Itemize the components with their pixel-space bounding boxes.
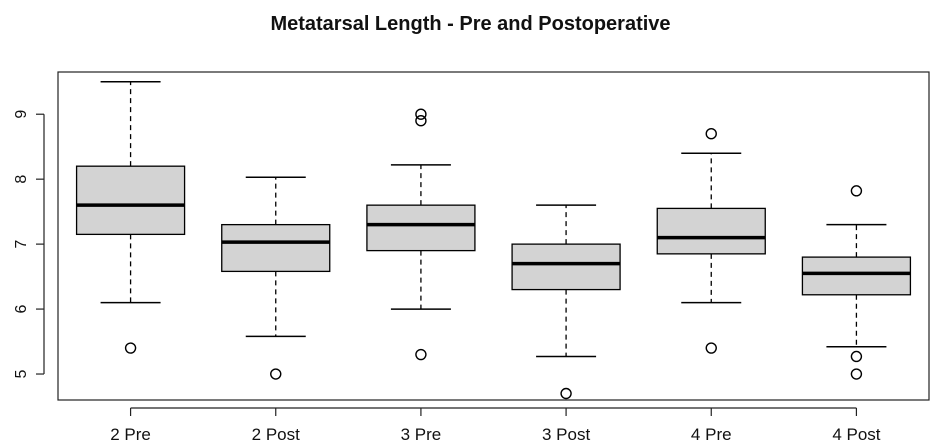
- x-category-label: 3 Pre: [401, 425, 442, 444]
- iqr-box: [656, 207, 766, 255]
- x-category-label: 4 Post: [832, 425, 880, 444]
- iqr-box: [511, 243, 621, 291]
- chart-title: Metatarsal Length - Pre and Postoperativ…: [270, 13, 671, 35]
- y-tick-label: 9: [13, 110, 30, 119]
- y-tick-label: 6: [13, 305, 30, 314]
- outlier-point: [850, 350, 863, 363]
- outlier-point: [560, 387, 572, 400]
- outlier-point: [850, 368, 863, 380]
- y-tick-label: 5: [13, 369, 30, 378]
- iqr-box: [801, 256, 912, 296]
- outlier-point: [705, 128, 717, 140]
- iqr-box: [221, 223, 331, 273]
- plot-frame: [57, 71, 930, 401]
- x-category-label: 3 Post: [542, 425, 590, 444]
- x-category-label: 2 Pre: [110, 425, 151, 444]
- outlier-point: [415, 348, 427, 361]
- x-category-label: 4 Pre: [691, 425, 732, 444]
- iqr-box: [75, 165, 186, 236]
- y-tick-label: 8: [13, 175, 30, 184]
- y-tick-label: 7: [13, 240, 30, 249]
- outlier-point: [415, 108, 427, 120]
- outlier-point: [705, 342, 717, 354]
- iqr-box: [366, 204, 476, 252]
- outlier-point: [124, 342, 137, 354]
- x-category-label: 2 Post: [252, 425, 300, 444]
- outlier-point: [415, 115, 427, 127]
- outlier-point: [850, 185, 863, 197]
- outlier-point: [270, 368, 282, 380]
